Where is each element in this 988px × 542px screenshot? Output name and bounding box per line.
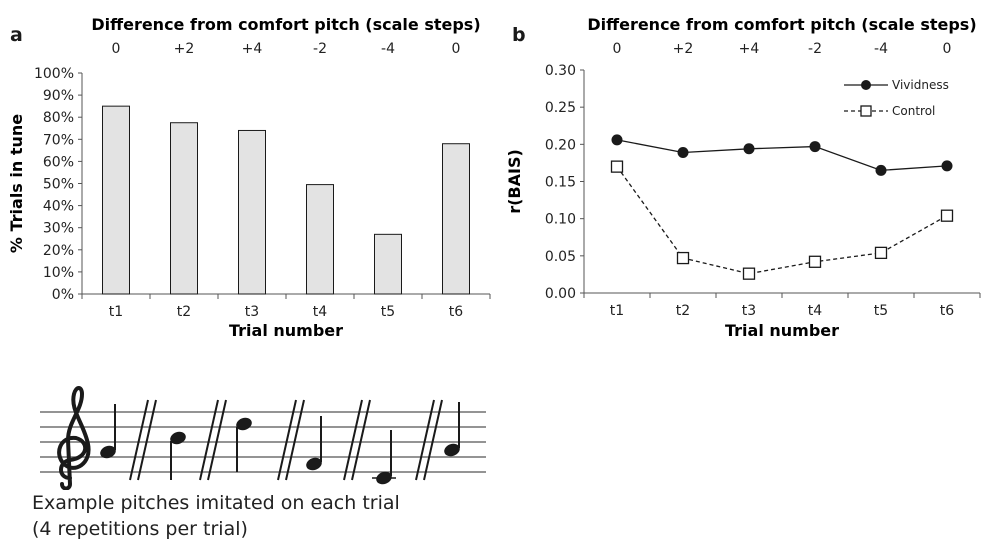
top-tick-label: 0 xyxy=(943,41,952,57)
top-tick-label: -2 xyxy=(808,41,822,57)
legend-label-vividness: Vividness xyxy=(892,78,949,92)
x-tick-label: t5 xyxy=(874,303,888,319)
y-tick-label: 70% xyxy=(43,132,74,148)
y-axis-title: r(BAIS) xyxy=(505,149,524,214)
x-tick-label: t3 xyxy=(245,304,259,320)
slash-icon xyxy=(129,399,157,481)
point-control xyxy=(676,251,690,265)
bar-t5 xyxy=(374,233,402,295)
slash-icon xyxy=(343,399,371,481)
note-icon xyxy=(372,430,396,485)
series-line-control xyxy=(616,166,948,275)
y-tick-label: 40% xyxy=(43,199,74,215)
y-tick-label: 0.00 xyxy=(545,286,576,302)
x-axis-title: Trial number xyxy=(725,321,839,340)
point-vividness xyxy=(809,141,821,153)
top-tick-label: +4 xyxy=(739,41,760,57)
note-icon xyxy=(444,402,460,457)
top-tick-label: -4 xyxy=(381,41,395,57)
panel-letter-b: b xyxy=(512,24,526,46)
slash-icon xyxy=(415,399,443,481)
x-tick-label: t1 xyxy=(610,303,624,319)
note-icon xyxy=(236,417,252,472)
top-tick-label: -4 xyxy=(874,41,888,57)
top-tick-label: 0 xyxy=(613,41,622,57)
series-line-vividness xyxy=(616,139,948,172)
point-control xyxy=(610,160,624,173)
y-tick-label: 30% xyxy=(43,221,74,237)
point-control xyxy=(808,255,822,268)
y-tick-label: 0.30 xyxy=(545,63,576,79)
top-tick-label: 0 xyxy=(452,41,461,57)
y-tick-label: 60% xyxy=(43,154,74,170)
top-axis-title: Difference from comfort pitch (scale ste… xyxy=(587,15,976,34)
x-tick-label: t6 xyxy=(940,303,954,319)
caption-line-1: Example pitches imitated on each trial xyxy=(32,492,400,514)
point-vividness xyxy=(677,147,689,159)
x-tick-label: t5 xyxy=(381,304,395,320)
note-icon xyxy=(100,404,116,459)
y-tick-label: 0.05 xyxy=(545,249,576,265)
y-tick-label: 50% xyxy=(43,177,74,193)
x-tick-label: t6 xyxy=(449,304,463,320)
panel-letter-a: a xyxy=(10,24,23,46)
bar-t3 xyxy=(238,129,266,295)
point-vividness xyxy=(743,143,755,155)
top-axis-title: Difference from comfort pitch (scale ste… xyxy=(91,15,480,34)
figure-caption: Example pitches imitated on each trial (… xyxy=(32,490,400,542)
point-vividness xyxy=(875,164,887,176)
point-control xyxy=(742,267,756,280)
y-tick-label: 0.25 xyxy=(545,100,576,116)
x-tick-label: t1 xyxy=(109,304,123,320)
point-control xyxy=(874,246,888,260)
bar-t2 xyxy=(170,122,198,295)
note-icon xyxy=(306,416,322,471)
y-tick-label: 0.20 xyxy=(545,137,576,153)
y-tick-label: 100% xyxy=(34,66,74,82)
point-control xyxy=(940,209,954,222)
top-tick-label: 0 xyxy=(112,41,121,57)
slash-icon xyxy=(199,399,227,481)
top-tick-label: +2 xyxy=(174,41,195,57)
top-tick-label: +2 xyxy=(673,41,694,57)
treble-clef-icon xyxy=(57,386,91,490)
x-tick-label: t2 xyxy=(676,303,690,319)
bar-t1 xyxy=(102,105,130,295)
bar-chart-trials-in-tune: 0% 10% 20% 30% 40% 50% 60% 70% 80% 90% 100% t1 0 t2 +2… xyxy=(7,15,491,340)
point-vividness xyxy=(941,160,953,172)
legend-marker-control xyxy=(860,105,872,117)
legend-marker-vividness xyxy=(861,80,871,90)
y-tick-label: 0.15 xyxy=(545,175,576,191)
bar-t6 xyxy=(442,143,470,295)
line-chart-r-bais: 0.00 0.05 0.10 0.15 0.20 0.25 0.30 t1 0 t2 +2 t3 +4 t… xyxy=(505,15,981,340)
y-tick-label: 10% xyxy=(43,265,74,281)
y-tick-label: 80% xyxy=(43,110,74,126)
point-vividness xyxy=(611,134,623,146)
x-tick-label: t2 xyxy=(177,304,191,320)
caption-line-2: (4 repetitions per trial) xyxy=(32,518,248,540)
bar-t4 xyxy=(306,184,334,295)
top-tick-label: -2 xyxy=(313,41,327,57)
music-staff-illustration xyxy=(40,386,486,490)
x-tick-label: t4 xyxy=(808,303,822,319)
y-axis-title: % Trials in tune xyxy=(7,114,26,253)
y-tick-label: 20% xyxy=(43,243,74,259)
x-tick-label: t4 xyxy=(313,304,327,320)
legend-label-control: Control xyxy=(892,104,935,118)
y-tick-label: 0.10 xyxy=(545,212,576,228)
slash-icon xyxy=(277,399,305,481)
top-tick-label: +4 xyxy=(242,41,263,57)
x-axis-title: Trial number xyxy=(229,321,343,340)
x-tick-label: t3 xyxy=(742,303,756,319)
y-tick-label: 90% xyxy=(43,88,74,104)
y-tick-label: 0% xyxy=(52,287,74,303)
note-icon xyxy=(170,431,186,480)
